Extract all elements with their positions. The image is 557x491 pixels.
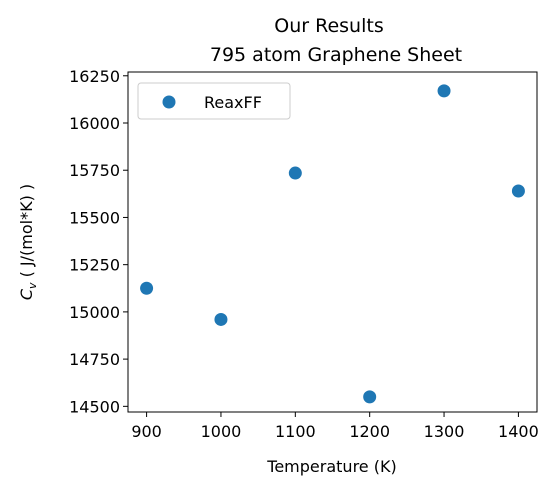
data-point: [140, 281, 154, 295]
chart-title-line-1: Our Results: [274, 15, 383, 37]
data-point: [511, 184, 525, 198]
y-tick-label: 14750: [69, 350, 120, 369]
x-tick-label: 1300: [424, 422, 465, 441]
data-point: [288, 166, 302, 180]
y-tick-label: 16000: [69, 114, 120, 133]
y-axis-label-unit: ( J/(mol*K) ): [17, 184, 36, 283]
y-tick-label: 15250: [69, 256, 120, 275]
legend-marker-reaxff: [162, 95, 176, 109]
x-tick-label: 900: [131, 422, 162, 441]
x-tick-label: 1200: [349, 422, 390, 441]
plot-frame: [127, 71, 538, 413]
data-point: [363, 390, 377, 404]
chart-title-line-2: 795 atom Graphene Sheet: [210, 44, 462, 66]
x-axis-ticks: 900 1000 1100 1200 1300 1400: [131, 412, 539, 441]
legend-box: [137, 82, 291, 120]
y-axis-label-subscript: v: [26, 282, 39, 289]
y-tick-label: 15750: [69, 161, 120, 180]
x-tick-label: 1000: [201, 422, 242, 441]
data-point: [437, 84, 451, 98]
y-axis-ticks: 14500 14750 15000 15250 15500 15750 16000 16250: [69, 67, 128, 416]
data-point: [214, 312, 228, 326]
y-tick-label: 15000: [69, 303, 120, 322]
x-axis-label: Temperature (K): [266, 457, 396, 476]
data-points: [140, 84, 525, 404]
x-tick-label: 1400: [498, 422, 539, 441]
legend-label-reaxff: ReaxFF: [204, 93, 262, 112]
y-tick-label: 16250: [69, 67, 120, 86]
y-tick-label: 15500: [69, 208, 120, 227]
y-tick-label: 14500: [69, 397, 120, 416]
y-axis-label-symbol: C: [17, 288, 36, 300]
y-axis-label: Cv ( J/(mol*K) ): [17, 184, 39, 300]
x-tick-label: 1100: [275, 422, 316, 441]
legend: ReaxFF: [137, 82, 291, 120]
